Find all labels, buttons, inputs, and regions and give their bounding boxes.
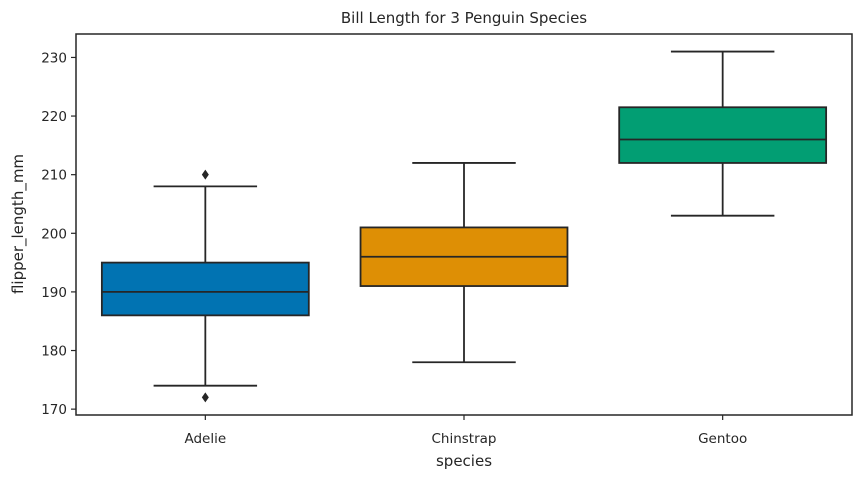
- x-axis-label: species: [436, 452, 492, 470]
- y-tick-label: 170: [41, 402, 67, 418]
- box-body: [618, 106, 828, 164]
- x-axis: Adelie Chinstrap Gentoo: [184, 415, 747, 447]
- box-chinstrap: [359, 162, 569, 364]
- y-axis: 170 180 190 200 210 220 230: [41, 50, 76, 418]
- y-axis-label: flipper_length_mm: [9, 154, 28, 294]
- y-tick-label: 230: [41, 50, 67, 66]
- box-body: [100, 261, 310, 317]
- outlier-point: [201, 169, 209, 180]
- chart-title: Bill Length for 3 Penguin Species: [341, 9, 587, 27]
- y-tick-label: 200: [41, 226, 67, 242]
- box-gentoo: [618, 50, 828, 217]
- y-tick-label: 180: [41, 344, 67, 360]
- x-tick-label: Gentoo: [698, 431, 747, 447]
- outlier-point: [201, 392, 209, 403]
- y-tick-label: 190: [41, 285, 67, 301]
- y-tick-label: 210: [41, 168, 67, 184]
- box-adelie: [100, 169, 310, 403]
- x-tick-label: Adelie: [184, 431, 226, 447]
- y-tick-label: 220: [41, 109, 67, 125]
- plot-area: [100, 50, 828, 403]
- x-tick-label: Chinstrap: [431, 431, 496, 447]
